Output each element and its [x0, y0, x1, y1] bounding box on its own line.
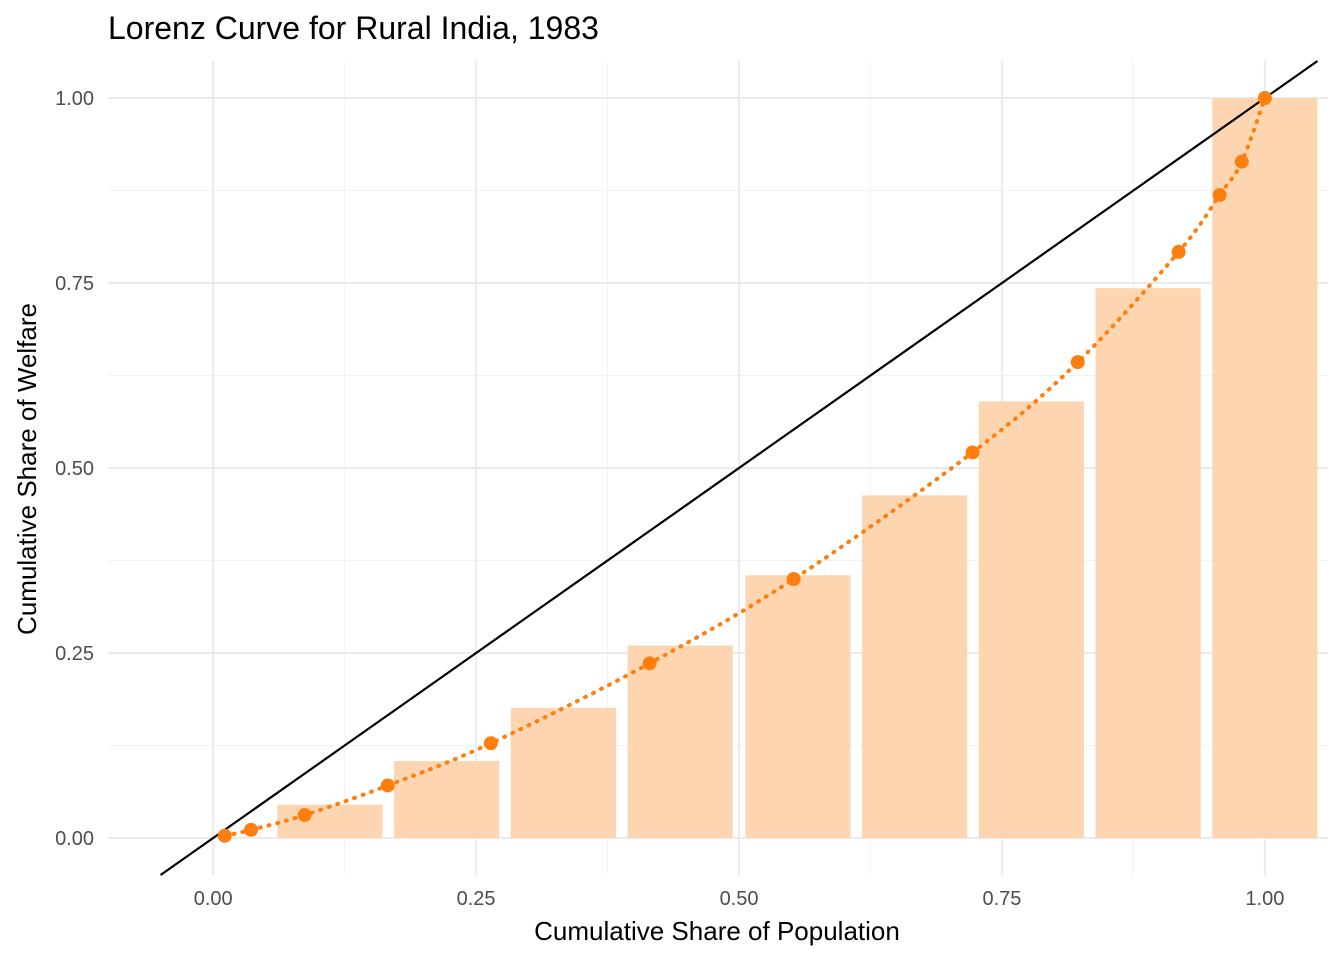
- bar: [1212, 98, 1318, 838]
- tick-labels-layer: 0.00 0.25 0.50 0.75 1.00 0.00 0.25 0.50 0.75 1.00: [55, 88, 1284, 910]
- bar: [1095, 288, 1201, 838]
- y-axis-title: Cumulative Share of Welfare: [12, 303, 42, 635]
- y-tick-label: 0.75: [55, 273, 94, 295]
- x-tick-label: 0.25: [457, 888, 496, 910]
- x-tick-label: 1.00: [1245, 888, 1284, 910]
- x-tick-label: 0.75: [982, 888, 1021, 910]
- bar: [978, 401, 1084, 838]
- x-axis-title: Cumulative Share of Population: [534, 916, 900, 946]
- lorenz-point: [483, 736, 498, 751]
- lorenz-point: [217, 828, 232, 843]
- y-tick-label: 0.50: [55, 458, 94, 480]
- bar: [745, 575, 851, 838]
- chart-title: Lorenz Curve for Rural India, 1983: [108, 10, 599, 46]
- bar: [394, 761, 500, 838]
- lorenz-point: [1234, 154, 1249, 169]
- bars-layer: [277, 98, 1318, 838]
- x-tick-label: 0.00: [194, 888, 233, 910]
- bar: [277, 804, 383, 838]
- lorenz-point: [244, 822, 259, 837]
- lorenz-curve: [222, 96, 1267, 838]
- bar: [862, 495, 968, 838]
- equality-line: [159, 60, 1319, 876]
- lorenz-point: [1257, 91, 1272, 105]
- lorenz-curve-layer: [217, 91, 1272, 843]
- lorenz-point: [297, 808, 312, 823]
- lorenz-point: [642, 656, 657, 671]
- lorenz-point: [1171, 244, 1186, 259]
- lorenz-point: [380, 778, 395, 793]
- equality-line-layer: [159, 60, 1319, 876]
- lorenz-point: [965, 445, 980, 460]
- x-tick-label: 0.50: [720, 888, 759, 910]
- bar: [627, 645, 733, 838]
- lorenz-point: [1070, 355, 1085, 370]
- lorenz-point: [1212, 187, 1227, 202]
- bar: [510, 707, 616, 838]
- y-tick-label: 1.00: [55, 88, 94, 110]
- y-tick-label: 0.00: [55, 828, 94, 850]
- lorenz-point: [786, 572, 801, 586]
- y-tick-label: 0.25: [55, 643, 94, 665]
